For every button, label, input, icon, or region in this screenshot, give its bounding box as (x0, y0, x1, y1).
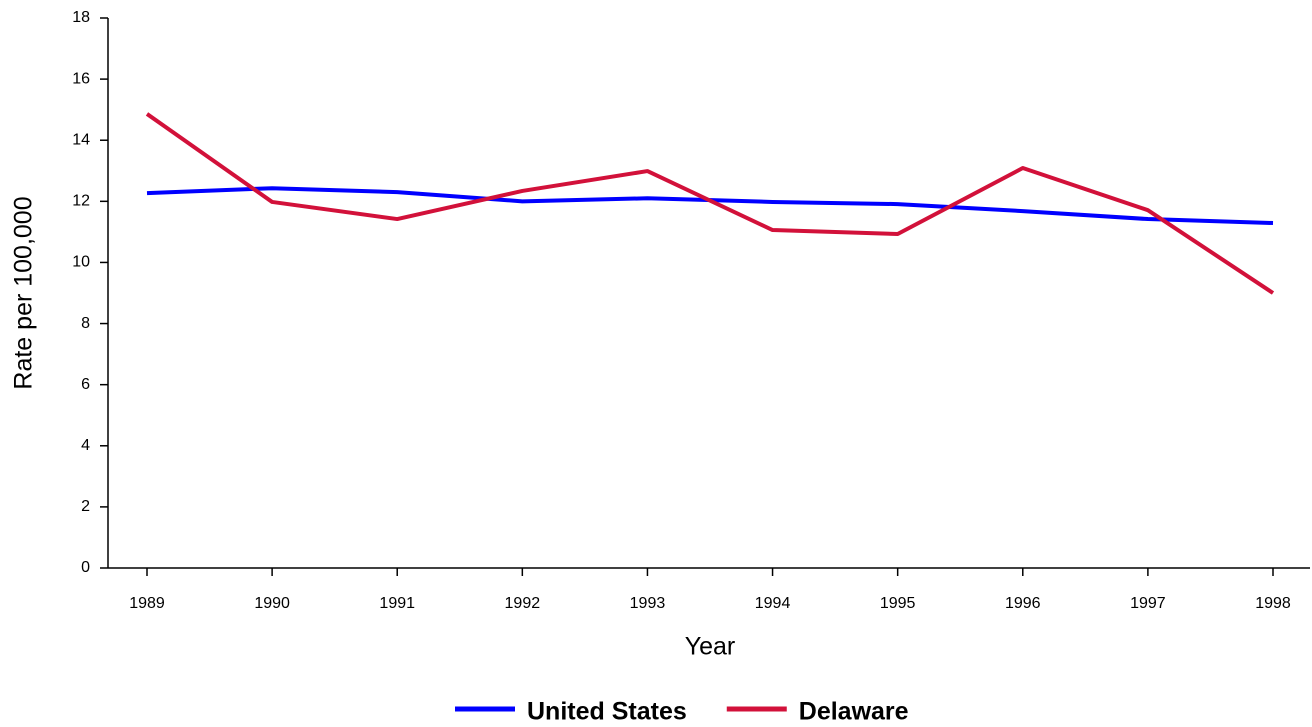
y-tick-label: 6 (81, 376, 90, 393)
series-line (145, 112, 1275, 295)
legend-label: Delaware (799, 698, 909, 726)
legend-label: United States (527, 698, 687, 726)
y-tick-label: 12 (72, 193, 90, 210)
y-tick-label: 0 (81, 559, 90, 576)
x-tick-label: 1998 (1255, 595, 1291, 612)
x-tick-label: 1992 (505, 595, 541, 612)
x-tick-label: 1997 (1130, 595, 1166, 612)
y-tick-label: 4 (81, 437, 90, 454)
y-tick-label: 8 (81, 315, 90, 332)
y-tick-label: 16 (72, 70, 90, 87)
x-axis-title: Year (685, 633, 736, 661)
y-axis-title: Rate per 100,000 (10, 196, 38, 389)
x-tick-label: 1991 (379, 595, 415, 612)
y-tick-label: 10 (72, 254, 90, 271)
x-tick-label: 1994 (755, 595, 791, 612)
y-tick-label: 2 (81, 498, 90, 515)
y-tick-label: 18 (72, 9, 90, 26)
x-tick-label: 1990 (254, 595, 290, 612)
x-tick-label: 1995 (880, 595, 916, 612)
x-tick-label: 1989 (129, 595, 165, 612)
y-tick-label: 14 (72, 131, 90, 148)
x-tick-label: 1996 (1005, 595, 1041, 612)
x-tick-label: 1993 (630, 595, 666, 612)
